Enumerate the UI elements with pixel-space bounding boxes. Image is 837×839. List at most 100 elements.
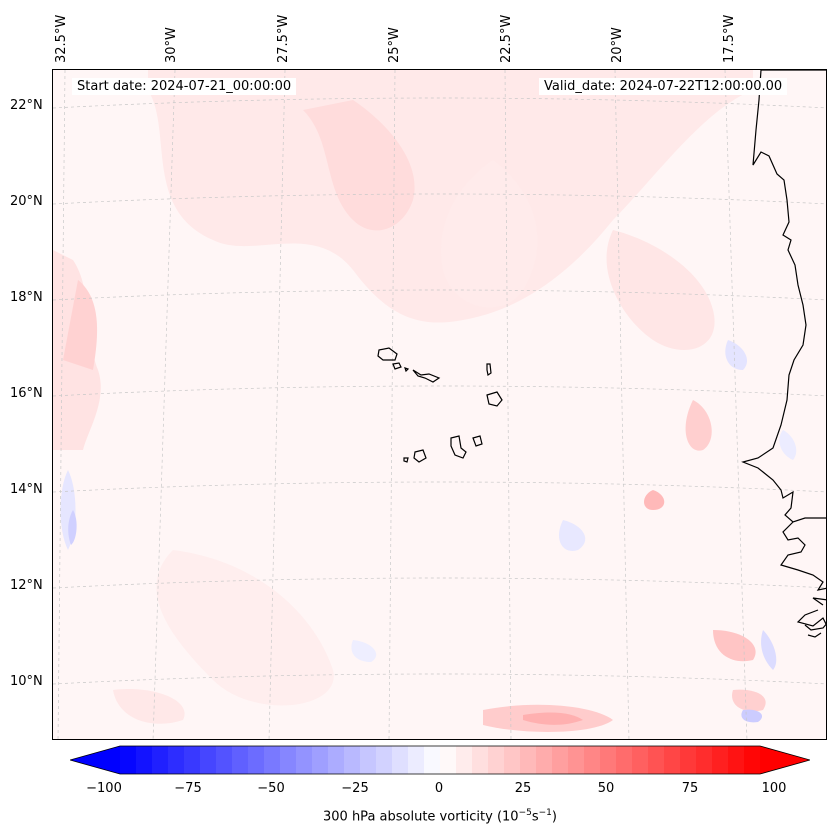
colorbar-label-suffix: )	[551, 809, 557, 825]
colorbar-cell	[600, 746, 617, 774]
sao-nicolau	[412, 369, 441, 383]
colorbar-cell	[680, 746, 697, 774]
colorbar-cell	[296, 746, 313, 774]
colorbar-label: 300 hPa absolute vorticity (10−5s−1)	[0, 808, 837, 824]
colorbar-tick-50: 50	[597, 781, 615, 796]
lat-label-18: 18°N	[10, 290, 43, 305]
valid-date-label: Valid_date: 2024-07-22T12:00:00.00	[539, 78, 788, 95]
colorbar-cell	[440, 746, 457, 774]
colorbar-cell	[712, 746, 729, 774]
guinea-bissau-islands	[804, 623, 826, 638]
lon-label-17-5: 17.5°W	[722, 14, 737, 63]
lat-label-14: 14°N	[10, 482, 43, 497]
colorbar-cell	[536, 746, 553, 774]
colorbar-label-exp2: −1	[538, 808, 552, 818]
colorbar-tick-0: 0	[434, 781, 444, 796]
colorbar-label-prefix: 300 hPa absolute vorticity (10	[323, 809, 519, 825]
colorbar-cell	[376, 746, 393, 774]
meridian-32-5	[57, 70, 66, 739]
colorbar-tick-neg50: −50	[257, 781, 285, 796]
parallel-14	[53, 481, 826, 493]
boa-vista	[486, 391, 503, 407]
colorbar-cell	[744, 746, 761, 774]
lat-label-20: 20°N	[10, 194, 43, 209]
colorbar-tick-neg25: −25	[341, 781, 369, 796]
maio	[472, 435, 483, 447]
colorbar-cell	[472, 746, 489, 774]
lon-label-25: 25°W	[387, 27, 402, 63]
colorbar-cell	[456, 746, 473, 774]
colorbar-cell	[632, 746, 649, 774]
colorbar-cell	[616, 746, 633, 774]
colorbar-cell	[664, 746, 681, 774]
colorbar-cell	[120, 746, 137, 774]
colorbar-cell	[232, 746, 249, 774]
colorbar-tick-neg75: −75	[174, 781, 202, 796]
colorbar-tick-75: 75	[681, 781, 699, 796]
colorbar-cell	[424, 746, 441, 774]
colorbar-cell	[168, 746, 185, 774]
lat-label-12: 12°N	[10, 578, 43, 593]
colorbar-cell	[584, 746, 601, 774]
vorticity-map	[53, 70, 826, 739]
colorbar-cells	[70, 746, 810, 774]
sao-vicente	[392, 362, 402, 370]
lon-label-30: 30°W	[164, 27, 179, 63]
meridian-22-5	[504, 70, 512, 739]
vorticity-contours	[53, 70, 826, 739]
lon-label-22-5: 22.5°W	[499, 14, 514, 63]
colorbar-cell	[648, 746, 665, 774]
colorbar-extend-min	[70, 746, 120, 774]
colorbar-cell	[392, 746, 409, 774]
parallel-16	[53, 385, 826, 397]
map-panel	[52, 69, 827, 740]
parallel-18	[53, 289, 826, 301]
colorbar-cell	[344, 746, 361, 774]
meridian-25	[388, 70, 396, 739]
colorbar-cell	[152, 746, 169, 774]
lat-label-22: 22°N	[10, 98, 43, 113]
santa-luzia	[404, 367, 410, 373]
colorbar-cell	[504, 746, 521, 774]
lon-label-20: 20°W	[610, 27, 625, 63]
colorbar-cell	[696, 746, 713, 774]
colorbar-tick-100: 100	[761, 781, 787, 796]
meridian-20	[614, 70, 630, 739]
coastlines	[377, 70, 826, 638]
parallel-10	[53, 673, 826, 685]
colorbar-cell	[360, 746, 377, 774]
colorbar-cell	[408, 746, 425, 774]
meridian-30	[152, 70, 176, 739]
lat-label-10: 10°N	[10, 674, 43, 689]
santiago	[450, 435, 467, 459]
brava	[403, 457, 409, 463]
meridian-27-5	[268, 70, 286, 739]
colorbar	[70, 745, 810, 775]
colorbar-cell	[728, 746, 745, 774]
colorbar-outline	[70, 745, 810, 775]
parallel-12	[53, 577, 826, 589]
gridlines	[53, 70, 826, 739]
africa-coastline	[741, 70, 826, 627]
colorbar-cell	[216, 746, 233, 774]
colorbar-cell	[184, 746, 201, 774]
colorbar-label-exp1: −5	[518, 808, 532, 818]
lat-label-16: 16°N	[10, 386, 43, 401]
colorbar-label-mid: s	[531, 809, 539, 825]
colorbar-tick-25: 25	[514, 781, 532, 796]
colorbar-cell	[200, 746, 217, 774]
colorbar-cell	[328, 746, 345, 774]
colorbar-tick-neg100: −100	[86, 781, 122, 796]
colorbar-extend-max	[760, 746, 810, 774]
lon-label-27-5: 27.5°W	[276, 14, 291, 63]
colorbar-cell	[280, 746, 297, 774]
colorbar-cell	[136, 746, 153, 774]
santo-antao	[377, 347, 398, 361]
colorbar-cell	[488, 746, 505, 774]
colorbar-cell	[312, 746, 329, 774]
colorbar-cell	[552, 746, 569, 774]
meridian-17-5	[724, 70, 748, 739]
colorbar-cell	[568, 746, 585, 774]
colorbar-cell	[248, 746, 265, 774]
sal	[486, 363, 492, 376]
